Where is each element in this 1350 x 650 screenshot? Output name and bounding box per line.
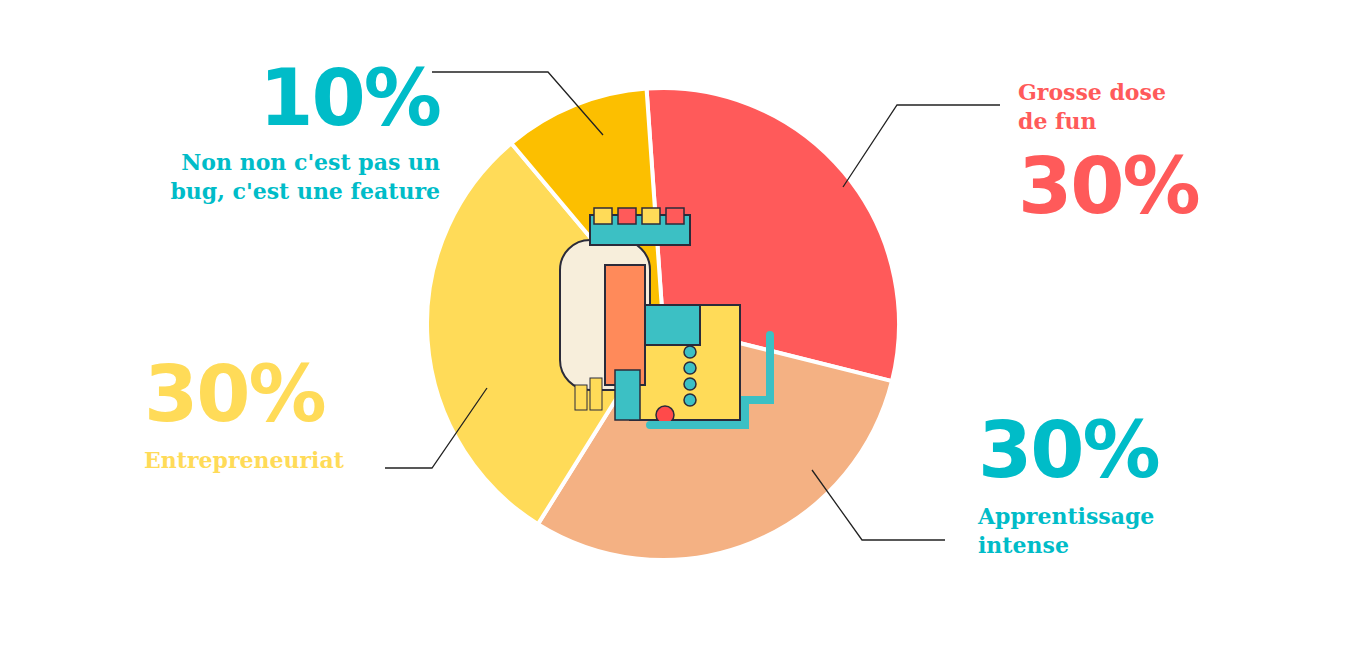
data-label: 10% <box>120 56 440 140</box>
leader-lines <box>385 72 1000 540</box>
slice-annotation: 10% Non non c'est pas un bug, c'est une f… <box>120 56 440 206</box>
leader-line <box>432 72 603 135</box>
slice-annotation: 30% Apprentissage intense <box>978 408 1218 560</box>
slice-annotation: Grosse dose de fun 30% <box>1018 78 1188 228</box>
leader-line <box>385 388 487 468</box>
chart-stage: Grosse dose de fun 30% 30% Apprentissage in… <box>0 0 1350 650</box>
illustration <box>560 208 770 425</box>
leader-line <box>812 470 945 540</box>
slices <box>427 88 899 560</box>
data-label: 30% <box>144 352 404 436</box>
category-label: Apprentissage intense <box>978 502 1218 560</box>
slice-annotation: 30% Entrepreneuriat <box>144 352 404 475</box>
category-label: Grosse dose de fun <box>1018 78 1188 136</box>
leader-line <box>843 105 1000 187</box>
category-label: Non non c'est pas un bug, c'est une feat… <box>120 148 440 206</box>
category-label: Entrepreneuriat <box>144 446 404 475</box>
data-label: 30% <box>1018 144 1188 228</box>
data-label: 30% <box>978 408 1218 492</box>
